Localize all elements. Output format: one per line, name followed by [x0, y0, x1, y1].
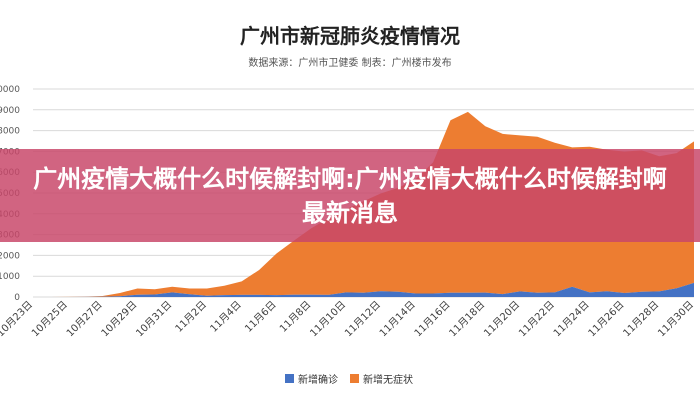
headline-banner — [0, 149, 700, 242]
x-tick-label: 11月22日 — [516, 299, 557, 340]
x-tick-label: 11月10日 — [308, 299, 349, 340]
y-tick-label: 9000 — [0, 106, 20, 116]
y-tick-label: 10000 — [0, 85, 20, 95]
y-tick-label: 8000 — [0, 127, 20, 137]
chart-subtitle: 数据来源：广州市卫健委 制表：广州楼市发布 — [248, 58, 452, 69]
legend-swatch-confirmed — [285, 374, 294, 383]
x-tick-label: 11月20日 — [482, 299, 523, 340]
x-tick-label: 11月26日 — [586, 299, 627, 340]
x-tick-label: 11月6日 — [243, 299, 279, 335]
legend-item-confirmed[interactable]: 新增确诊 — [285, 371, 338, 386]
y-tick-label: 1000 — [0, 272, 20, 282]
x-tick-label: 11月24日 — [551, 299, 592, 340]
x-tick-label: 11月28日 — [621, 299, 662, 340]
legend-label-confirmed: 新增确诊 — [298, 375, 338, 386]
x-tick-label: 11月2日 — [173, 299, 209, 335]
x-tick-label: 11月16日 — [412, 299, 453, 340]
x-tick-label: 11月12日 — [342, 299, 383, 340]
series-area-confirmed — [33, 282, 694, 297]
x-tick-label: 10月29日 — [99, 299, 140, 340]
chart-title: 广州市新冠肺炎疫情情况 — [240, 24, 460, 48]
legend-item-asymptomatic[interactable]: 新增无症状 — [350, 371, 413, 386]
x-tick-label: 10月31日 — [134, 299, 175, 340]
legend-label-asymptomatic: 新增无症状 — [363, 375, 413, 386]
headline-text: 广州疫情大概什么时候解封啊:广州疫情大概什么时候解封啊最新消息 — [33, 165, 667, 227]
x-tick-label: 11月8日 — [277, 299, 313, 335]
legend-swatch-asymptomatic — [350, 374, 359, 383]
x-tick-label: 11月14日 — [377, 299, 418, 340]
y-tick-label: 2000 — [0, 251, 20, 261]
x-tick-label: 10月27日 — [64, 299, 105, 340]
x-tick-label: 11月4日 — [208, 299, 244, 335]
x-tick-label: 11月30日 — [655, 299, 696, 340]
x-tick-label: 10月23日 — [0, 299, 35, 340]
x-tick-label: 10月25日 — [29, 299, 70, 340]
y-tick-label: 0 — [14, 293, 20, 303]
x-tick-label: 11月18日 — [447, 299, 488, 340]
